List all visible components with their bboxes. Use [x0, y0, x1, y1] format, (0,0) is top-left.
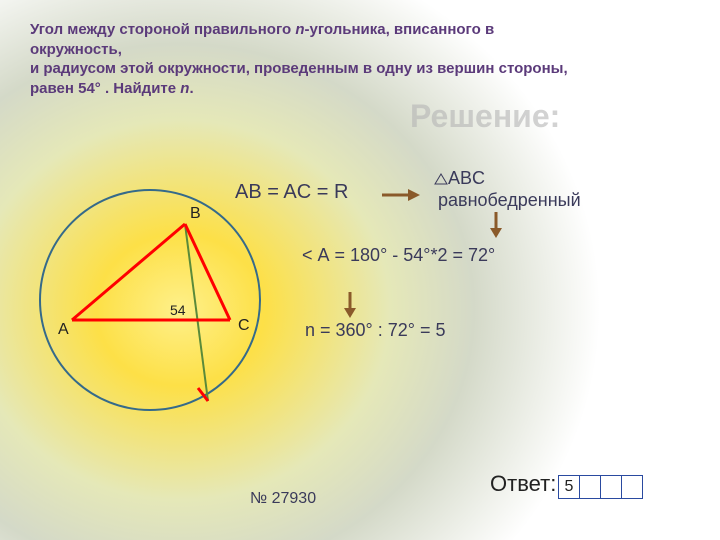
problem-statement: Угол между стороной правильного n-угольн… — [30, 20, 590, 98]
answer-cell-2[interactable] — [600, 475, 622, 499]
triangle-name: ABC — [448, 168, 485, 188]
problem-l3c: . — [189, 80, 193, 97]
geometry-diagram: А В С 54 — [30, 170, 290, 430]
angle-54-label: 54 — [170, 302, 186, 318]
answer-cell-0[interactable]: 5 — [558, 475, 580, 499]
vertex-c-label: С — [238, 317, 250, 334]
task-number: № 27930 — [250, 490, 316, 508]
answer-cell-1[interactable] — [579, 475, 601, 499]
radius-ab — [72, 224, 185, 320]
triangle-icon — [434, 173, 448, 185]
problem-l3a: равен 54° . Найдите — [30, 80, 180, 97]
equation-n-result: n = 360° : 72° = 5 — [305, 320, 446, 341]
arrow-down-icon-2 — [340, 290, 360, 318]
isosceles-label: равнобедренный — [438, 190, 581, 211]
equation-angle-a: < А = 180° - 54°*2 = 72° — [302, 245, 512, 267]
circumscribed-circle — [40, 190, 260, 410]
arrow-right-icon — [380, 185, 420, 205]
answer-grid: 5 — [558, 475, 643, 499]
problem-l1b: n — [295, 21, 304, 38]
triangle-abc-label: ABC — [434, 168, 485, 189]
answer-cell-3[interactable] — [621, 475, 643, 499]
vertex-a-label: А — [58, 321, 69, 338]
solution-heading: Решение: — [410, 98, 560, 135]
answer-label: Ответ: — [490, 472, 550, 496]
problem-l1a: Угол между стороной правильного — [30, 21, 295, 38]
problem-l2: и радиусом этой окружности, проведенным … — [30, 60, 568, 77]
vertex-b-label: В — [190, 205, 201, 222]
arrow-down-icon-1 — [486, 210, 506, 238]
